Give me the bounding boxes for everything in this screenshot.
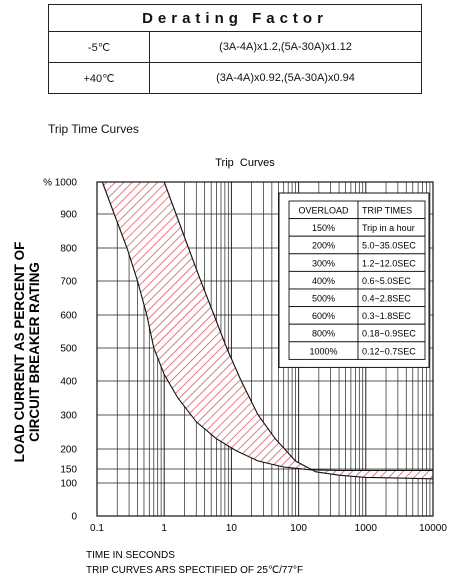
x-axis-label: TIME IN SECONDS <box>86 550 175 561</box>
derating-value: (3A-4A)x0.92,(5A-30A)x0.94 <box>149 62 422 94</box>
derating-condition: +40℃ <box>48 62 150 94</box>
section-title: Trip Time Curves <box>48 122 139 136</box>
trip-time-value: Trip in a hour <box>362 223 415 233</box>
x-tick-label: 1000 <box>355 523 378 534</box>
trip-table-header: OVERLOAD <box>298 206 349 216</box>
derating-title: Derating Factor <box>48 4 422 32</box>
y-tick-label: 500 <box>60 344 77 355</box>
y-tick-label: 700 <box>60 277 77 288</box>
y-tick-label: 900 <box>60 210 77 221</box>
trip-time-value: 5.0~35.0SEC <box>362 241 416 251</box>
trip-time-value: 0.3~1.8SEC <box>362 311 411 321</box>
y-tick-label: 600 <box>60 311 77 322</box>
trip-table-header: TRIP TIMES <box>362 206 412 216</box>
x-tick-labels: 0.1 1 10 100 1000 10000 <box>90 523 447 534</box>
x-tick-label: 100 <box>290 523 307 534</box>
trip-curve-1 <box>101 181 433 471</box>
y-axis-label-line1: LOAD CURRENT AS PERCENT OF <box>12 242 27 463</box>
y-tick-label: 100 <box>60 479 77 490</box>
derating-condition: -5℃ <box>48 31 150 63</box>
y-tick-labels: 0 100 150 200 300 400 500 600 700 800 900 % 1000 <box>43 178 77 523</box>
y-tick-label: 200 <box>60 445 77 456</box>
y-tick-label: 400 <box>60 377 77 388</box>
x-tick-label: 10 <box>226 523 238 534</box>
overload-value: 800% <box>312 329 335 339</box>
overload-value: 1000% <box>309 346 337 356</box>
y-tick-label: % 1000 <box>43 178 77 189</box>
trip-time-value: 0.4~2.8SEC <box>362 294 411 304</box>
derating-factor-table: Derating Factor -5℃ (3A-4A)x1.2,(5A-30A)… <box>48 4 422 94</box>
overload-value: 200% <box>312 241 335 251</box>
y-tick-label: 800 <box>60 244 77 255</box>
chart-axes <box>96 181 434 517</box>
trip-band-fill <box>102 182 434 479</box>
overload-value: 600% <box>312 311 335 321</box>
trip-time-value: 0.18~0.9SEC <box>362 329 416 339</box>
chart-title: Trip Curves <box>215 157 275 169</box>
y-tick-label: 150 <box>60 465 77 476</box>
x-tick-label: 0.1 <box>90 523 104 534</box>
chart-note: TRIP CURVES ARS SPECTIFIED OF 25℃/77°F <box>86 565 303 576</box>
trip-time-value: 1.2~12.0SEC <box>362 258 416 268</box>
plot-frame <box>96 181 434 517</box>
y-tick-label: 300 <box>60 411 77 422</box>
y-tick-label: 0 <box>71 512 77 523</box>
trip-band <box>101 181 434 480</box>
trip-time-value: 0.12~0.7SEC <box>362 346 416 356</box>
trip-table-cell <box>357 341 426 360</box>
trip-curve-2 <box>163 181 434 480</box>
trip-time-value: 0.6~5.0SEC <box>362 276 411 286</box>
overload-value: 300% <box>312 258 335 268</box>
y-axis-label: LOAD CURRENT AS PERCENT OF CIRCUIT BREAK… <box>12 242 42 463</box>
x-tick-label: 1 <box>161 523 167 534</box>
overload-value: 150% <box>312 223 335 233</box>
overload-trip-table: OVERLOAD TRIP TIMES 150% Trip in a hour 200%… <box>278 192 430 368</box>
overload-value: 500% <box>312 294 335 304</box>
x-tick-label: 10000 <box>419 523 447 534</box>
y-axis-label-line2: CIRCUIT BREAKER RATING <box>27 262 42 442</box>
overload-value: 400% <box>312 276 335 286</box>
